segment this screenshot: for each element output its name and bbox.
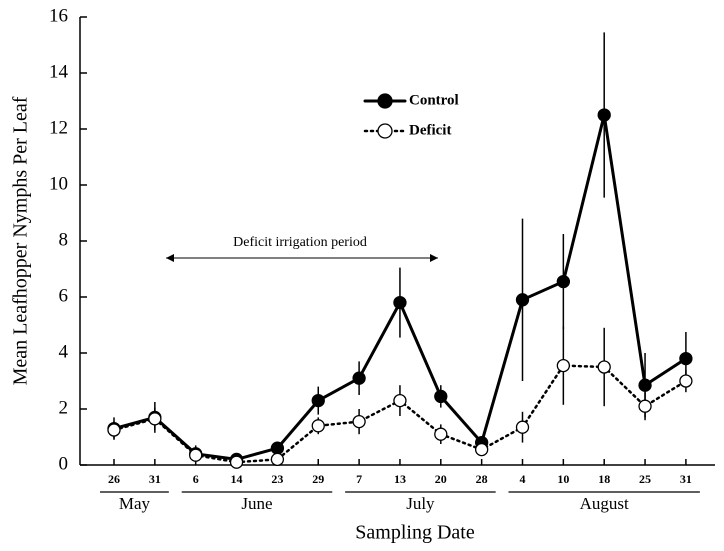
x-tick-label: 10	[557, 472, 569, 486]
legend-label: Deficit	[409, 122, 451, 138]
x-axis-label: Sampling Date	[355, 522, 475, 544]
month-label: May	[119, 494, 151, 513]
data-point	[679, 374, 693, 388]
x-tick-label: 31	[149, 472, 161, 486]
data-point	[352, 371, 366, 385]
x-tick-label: 26	[108, 472, 120, 486]
data-point	[189, 448, 203, 462]
x-tick-label: 4	[520, 472, 526, 486]
y-tick-label: 12	[49, 117, 68, 138]
y-tick-label: 8	[59, 229, 69, 250]
legend-marker	[377, 93, 393, 109]
data-point	[597, 360, 611, 374]
x-tick-label: 7	[356, 472, 362, 486]
data-point	[434, 427, 448, 441]
data-point	[148, 412, 162, 426]
x-tick-label: 14	[231, 472, 243, 486]
data-point	[393, 295, 407, 310]
data-point	[434, 389, 448, 404]
x-tick-label: 23	[271, 472, 283, 486]
y-tick-label: 16	[49, 5, 68, 26]
annotation-arrow	[166, 254, 438, 262]
data-point	[474, 442, 489, 457]
y-tick-label: 14	[49, 61, 69, 82]
data-point	[556, 358, 570, 373]
month-label: July	[406, 494, 435, 513]
data-point	[556, 274, 570, 289]
y-tick-label: 0	[59, 453, 69, 474]
y-tick-label: 4	[59, 341, 69, 362]
x-tick-label: 13	[394, 472, 406, 486]
data-point	[638, 399, 652, 413]
annotation: Deficit irrigation period	[233, 235, 367, 250]
data-point	[597, 108, 611, 122]
data-point	[515, 420, 530, 434]
legend-marker	[377, 123, 393, 139]
data-point	[270, 441, 285, 455]
y-axis-label: Mean Leafhopper Nymphs Per Leaf	[10, 96, 32, 385]
x-tick-label: 6	[193, 472, 199, 486]
legend-label: Control	[409, 92, 459, 108]
x-tick-label: 20	[435, 472, 447, 486]
y-tick-label: 10	[49, 173, 68, 194]
data-point	[352, 414, 366, 429]
x-tick-label: 18	[598, 472, 610, 486]
data-point	[311, 393, 325, 408]
x-tick-label: 28	[476, 472, 488, 486]
y-tick-label: 2	[59, 397, 69, 418]
y-tick-label: 6	[59, 285, 69, 306]
data-point	[638, 378, 652, 392]
data-point	[393, 393, 407, 408]
data-point	[515, 293, 530, 307]
data-point	[229, 455, 244, 469]
x-tick-label: 25	[639, 472, 651, 486]
data-point	[270, 452, 285, 467]
data-point	[107, 423, 121, 437]
data-point	[679, 351, 693, 366]
month-label: August	[580, 494, 629, 513]
x-tick-label: 31	[680, 472, 692, 486]
month-label: June	[241, 494, 272, 513]
data-point	[311, 419, 325, 433]
x-tick-label: 29	[312, 472, 324, 486]
